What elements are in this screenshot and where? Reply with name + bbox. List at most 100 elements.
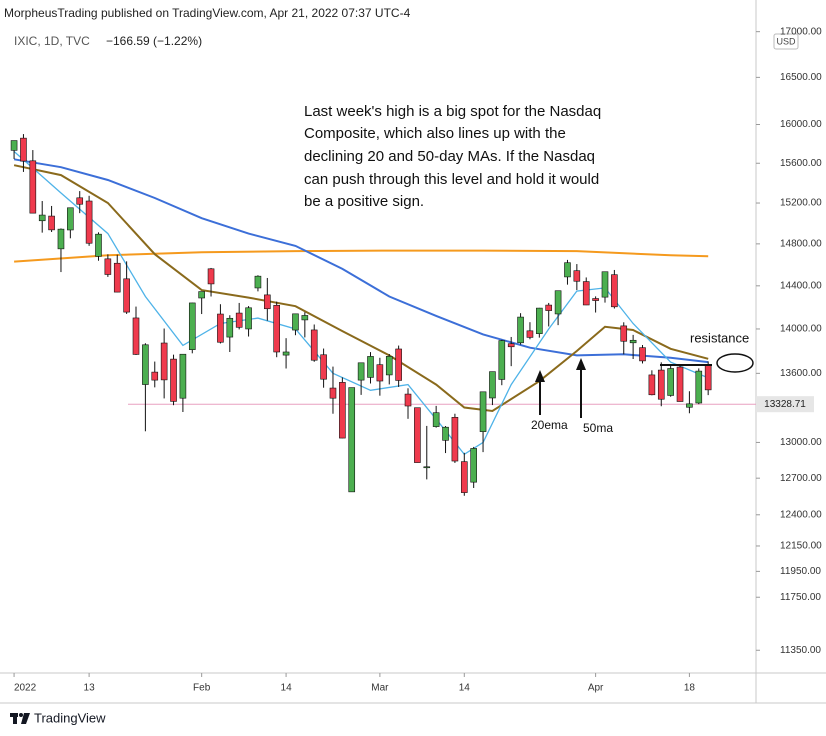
candle-body: [282, 351, 290, 356]
candle-body: [48, 215, 55, 231]
plot-area: [10, 134, 756, 496]
candle-body: [385, 356, 393, 376]
resistance-label: resistance: [690, 330, 749, 345]
candle-body: [545, 304, 553, 311]
publisher: MorpheusTrading published on TradingView…: [4, 6, 411, 20]
candle-body: [132, 317, 140, 355]
candle-body: [536, 307, 543, 334]
candle-body: [564, 262, 571, 278]
x-tick-label: Feb: [193, 683, 211, 694]
candle-body: [38, 214, 46, 222]
candle-body: [235, 312, 243, 328]
y-tick-label: 14400.00: [780, 280, 822, 291]
price-label: 13328.71: [764, 399, 806, 410]
candle-body: [601, 271, 609, 298]
note-line: Last week's high is a big spot for the N…: [304, 103, 601, 120]
candle-body: [479, 391, 487, 432]
candle-body: [188, 302, 196, 350]
candle-body: [29, 160, 37, 214]
x-tick-label: Mar: [371, 683, 389, 694]
candle-body: [423, 466, 431, 469]
candle-body: [85, 200, 93, 244]
candle-body: [310, 329, 318, 361]
candle-body: [273, 304, 280, 353]
y-tick-label: 16500.00: [780, 72, 822, 83]
candle-body: [657, 369, 665, 400]
candle-body: [507, 343, 515, 348]
y-tick-label: 16000.00: [780, 119, 822, 130]
y-tick-label: 12400.00: [780, 509, 822, 520]
price-label-box: [756, 396, 814, 413]
note-line: be a positive sign.: [304, 193, 424, 210]
candle-body: [582, 281, 590, 306]
moving-average: [13, 151, 709, 456]
currency-box: [773, 33, 799, 50]
candle-body: [20, 137, 27, 162]
candle-body: [67, 207, 74, 231]
candle-body: [301, 315, 309, 321]
candle-body: [554, 290, 562, 315]
y-tick-label: 15200.00: [780, 198, 822, 209]
candle-body: [414, 407, 421, 463]
candle-body: [395, 348, 402, 381]
candle-body: [611, 274, 618, 308]
candle-body: [104, 258, 112, 275]
candle-body: [498, 340, 506, 380]
candle-body: [704, 364, 712, 391]
note-line: declining 20 and 50-day MAs. If the Nasd…: [304, 148, 595, 165]
candle-body: [629, 339, 637, 344]
x-tick-label: 14: [281, 683, 293, 694]
y-tick-label: 17000.00: [780, 26, 822, 37]
x-tick-label: Apr: [588, 683, 604, 694]
candle-body: [695, 370, 703, 404]
candle-body: [489, 371, 496, 399]
y-tick-label: 11950.00: [780, 566, 821, 577]
candle-body: [620, 325, 628, 342]
symbol: IXIC, 1D, TVC: [14, 34, 90, 48]
y-tick-label: 14800.00: [780, 239, 822, 250]
candle-body: [442, 426, 449, 441]
candle-body: [76, 197, 84, 205]
candle-body: [432, 412, 440, 427]
brand: TradingView: [34, 710, 106, 725]
logo-part: [13, 713, 17, 724]
ma-label: 50ma: [583, 421, 613, 435]
candle-body: [254, 275, 262, 289]
moving-average: [13, 158, 709, 364]
logo: [10, 713, 30, 724]
y-tick-label: 13600.00: [780, 368, 822, 379]
candle-body: [667, 368, 674, 396]
y-tick-label: 11350.00: [780, 645, 821, 656]
candle-body: [151, 371, 159, 381]
candle-body: [142, 344, 149, 385]
candle-body: [113, 262, 121, 293]
candle-body: [329, 387, 337, 399]
candle-body: [170, 358, 177, 402]
currency: USD: [776, 36, 796, 46]
moving-average: [13, 164, 709, 413]
note-line: Composite, which also lines up with the: [304, 125, 566, 142]
candle-body: [207, 268, 215, 285]
candle-body: [404, 393, 412, 407]
note: Last week's high is a big spot for the N…: [304, 103, 601, 210]
candle-body: [648, 374, 656, 396]
x-tick-label: 14: [459, 683, 471, 694]
y-tick-label: 15600.00: [780, 158, 822, 169]
change: −166.59 (−1.22%): [106, 34, 202, 48]
candle-body: [367, 356, 374, 378]
candle-body: [357, 362, 365, 381]
candle-body: [639, 347, 646, 362]
logo-part: [21, 713, 30, 724]
candle-body: [226, 317, 234, 338]
candle-body: [123, 278, 130, 313]
moving-average: [14, 249, 709, 263]
candle-body: [292, 313, 299, 331]
candle-body: [179, 353, 187, 399]
candle-body: [160, 342, 168, 381]
candle-body: [320, 354, 327, 380]
logo-part: [19, 713, 23, 717]
candle-body: [95, 233, 102, 257]
circle: [716, 353, 754, 373]
ema-label: 20ema: [531, 418, 568, 432]
